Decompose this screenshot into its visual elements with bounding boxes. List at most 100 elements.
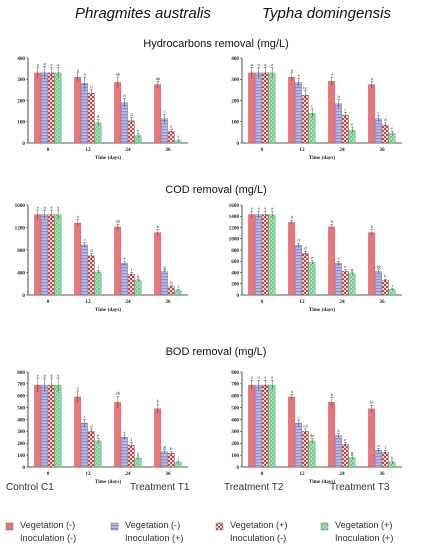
bar — [288, 76, 296, 144]
significance-letter: a — [298, 73, 300, 78]
significance-letter: b — [291, 215, 294, 220]
significance-letter: a — [84, 72, 86, 77]
bar — [34, 214, 42, 296]
y-tick-label: 200 — [17, 98, 25, 104]
bar — [301, 253, 309, 296]
bar — [167, 453, 175, 468]
bar — [74, 76, 82, 144]
significance-letter: e — [378, 443, 380, 448]
bar — [74, 222, 82, 296]
bar — [47, 214, 55, 296]
significance-letter: bc — [303, 85, 307, 90]
bar — [154, 232, 162, 296]
x-tick-label: 0 — [261, 147, 264, 153]
bar — [248, 384, 256, 468]
bar — [114, 226, 122, 296]
significance-letter: bc — [370, 400, 374, 405]
bar — [47, 384, 55, 468]
bar — [368, 84, 376, 144]
significance-letter: c — [311, 103, 313, 108]
row-title-hydrocarbons: Hydrocarbons removal (mg/L) — [143, 38, 289, 50]
y-tick-label: 1400 — [229, 214, 240, 220]
significance-letter: f — [131, 437, 133, 442]
bar — [261, 214, 269, 296]
significance-letter: c — [164, 109, 166, 114]
x-tick-label: 36 — [165, 471, 171, 477]
y-tick-label: 400 — [17, 56, 25, 62]
significance-letter: a — [291, 389, 293, 394]
significance-letter: e — [311, 255, 313, 260]
x-axis-title: Time (days) — [95, 478, 122, 485]
significance-letter: h — [170, 280, 173, 285]
significance-letter: cd — [303, 423, 308, 428]
x-tick-label: 12 — [85, 299, 91, 305]
bar — [348, 273, 356, 296]
x-tick-label: 12 — [85, 471, 91, 477]
column-title-typha: Typha domingensis — [262, 5, 391, 22]
y-tick-label: 100 — [231, 120, 239, 126]
x-axis-title: Time (days) — [309, 306, 336, 313]
significance-letter: a — [264, 206, 266, 211]
significance-letter: a — [57, 372, 59, 377]
significance-letter: a — [371, 76, 373, 81]
x-tick-label: 24 — [125, 471, 131, 477]
significance-letter: a — [37, 372, 39, 377]
legend: Control C1 Treatment T1 Treatment T2 Tre… — [5, 482, 393, 543]
bar — [81, 422, 88, 468]
bar — [94, 440, 102, 468]
y-tick-label: 1000 — [229, 237, 240, 243]
legend-c1-line1: Vegetation (-) — [20, 520, 75, 530]
bar — [54, 72, 62, 144]
bar — [248, 72, 256, 144]
x-axis-title: Time (days) — [95, 154, 122, 161]
bar — [301, 431, 309, 468]
legend-header-c1: Control C1 — [6, 482, 54, 493]
bar — [335, 263, 342, 296]
significance-letter: a — [291, 67, 293, 72]
x-tick-label: 0 — [261, 299, 264, 305]
bar — [114, 402, 122, 468]
significance-letter: d — [130, 112, 133, 117]
row-title-cod: COD removal (mg/L) — [165, 184, 266, 196]
legend-t3-line2: Inoculation (+) — [335, 533, 393, 543]
bar — [295, 82, 302, 144]
x-tick-label: 24 — [339, 299, 345, 305]
significance-letter: ab — [116, 219, 121, 224]
legend-header-t2: Treatment T2 — [224, 482, 284, 493]
significance-letter: ab — [116, 72, 121, 77]
bar — [248, 214, 256, 296]
bar — [154, 84, 162, 144]
y-tick-label: 800 — [17, 248, 25, 254]
significance-letter: a — [264, 375, 266, 380]
bar — [134, 457, 142, 468]
x-tick-label: 24 — [125, 147, 131, 153]
y-tick-label: 0 — [236, 141, 239, 147]
y-tick-label: 100 — [17, 120, 25, 126]
significance-letter: e — [124, 429, 126, 434]
legend-t2-line2: Inoculation (-) — [230, 533, 286, 543]
y-tick-label: 600 — [17, 394, 25, 400]
y-tick-label: 200 — [17, 441, 25, 447]
y-tick-label: 400 — [231, 56, 239, 62]
bar — [328, 402, 336, 468]
significance-letter: i — [178, 284, 180, 289]
bar — [261, 384, 269, 468]
significance-letter: a — [57, 62, 59, 67]
bar — [328, 226, 336, 296]
y-tick-label: 200 — [231, 282, 239, 288]
significance-letter: g — [163, 444, 166, 449]
significance-letter: a — [271, 62, 273, 67]
x-tick-label: 24 — [339, 147, 345, 153]
significance-letter: c — [378, 110, 380, 115]
bar — [87, 92, 95, 144]
y-tick-label: 0 — [22, 293, 25, 299]
legend-t3-line1: Vegetation (+) — [335, 520, 392, 530]
significance-letter: c — [298, 414, 300, 419]
significance-letter: a — [258, 375, 260, 380]
bar — [341, 115, 349, 144]
y-tick-label: 600 — [231, 259, 239, 265]
